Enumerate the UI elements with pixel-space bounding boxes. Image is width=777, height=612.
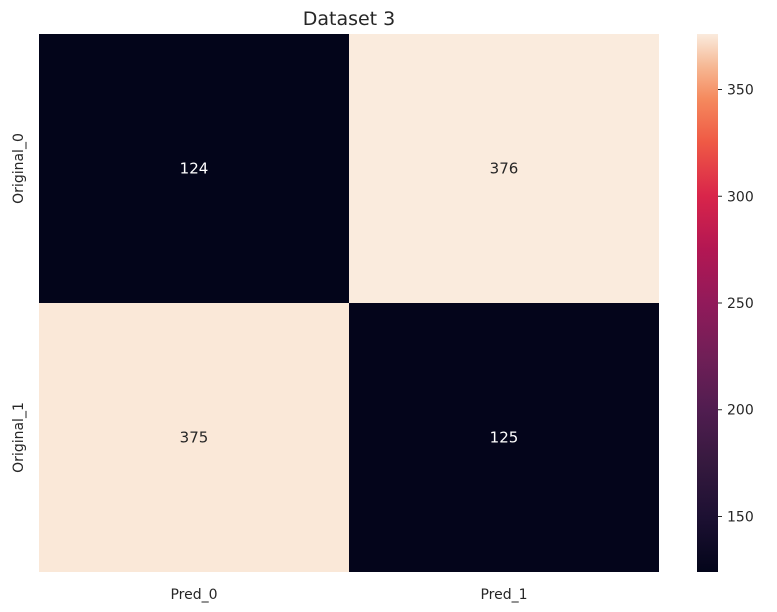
heatmap-cell	[39, 303, 349, 572]
y-tick-label: Original_1	[11, 402, 27, 473]
colorbar-tick-label: 200	[727, 403, 754, 419]
cell-value-label: 125	[490, 429, 519, 447]
x-tick-label: Pred_0	[170, 587, 217, 603]
colorbar-tick-label: 300	[727, 189, 754, 205]
colorbar-tick-label: 150	[727, 509, 754, 525]
cell-value-label: 124	[180, 160, 209, 178]
heatmap-cells: 124 376 375 125	[39, 34, 659, 572]
heatmap-cell	[39, 34, 349, 303]
cell-value-label: 376	[490, 160, 519, 178]
heatmap-cell	[349, 34, 659, 303]
colorbar-axis: 150 200 250 300 350	[718, 83, 754, 525]
y-axis: Original_0 Original_1	[11, 133, 27, 473]
colorbar	[697, 34, 718, 572]
colorbar-tick-label: 250	[727, 296, 754, 312]
cell-value-label: 375	[180, 429, 209, 447]
heatmap-cell	[349, 303, 659, 572]
chart-title: Dataset 3	[303, 8, 396, 30]
colorbar-tick-label: 350	[727, 83, 754, 99]
x-tick-label: Pred_1	[480, 587, 527, 603]
y-tick-label: Original_0	[11, 133, 27, 204]
x-axis: Pred_0 Pred_1	[170, 587, 527, 603]
